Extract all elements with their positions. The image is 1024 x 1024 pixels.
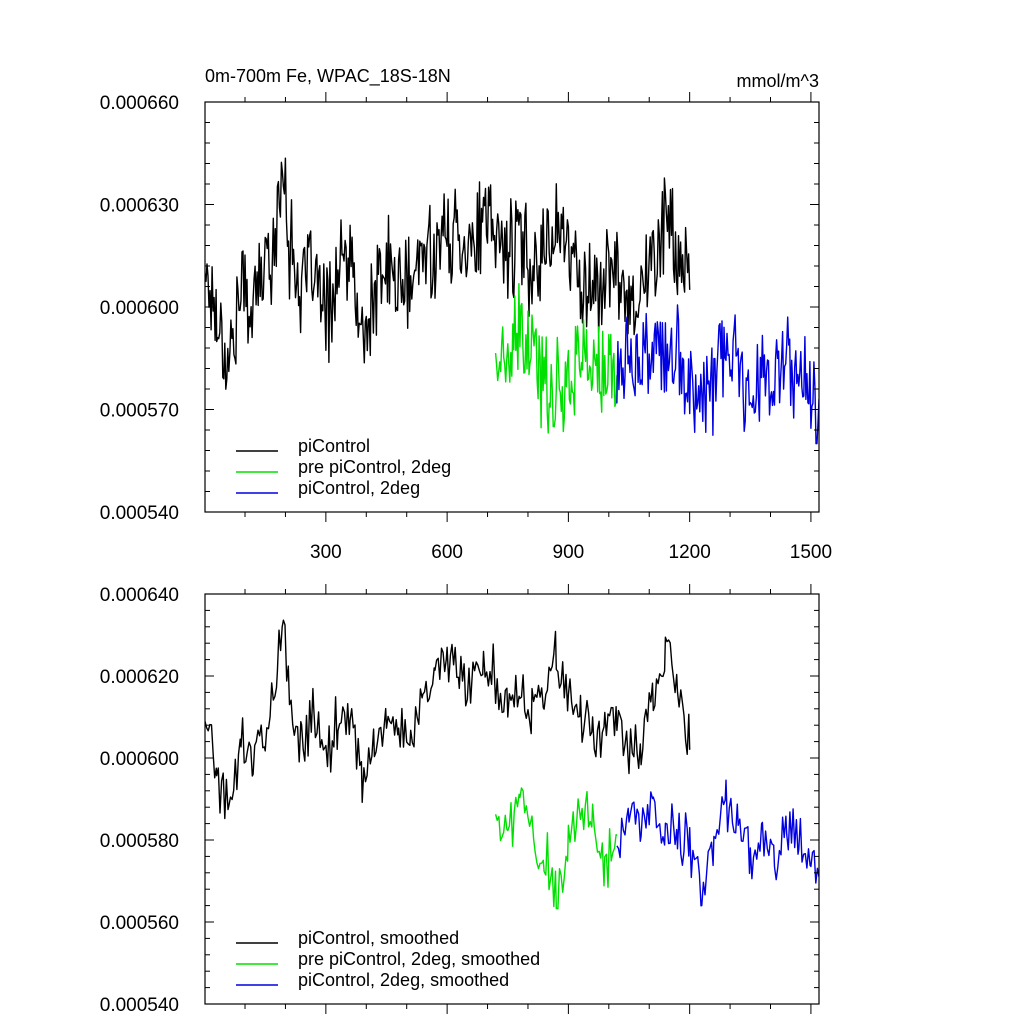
x-tick-label: 900 — [553, 542, 585, 563]
series-line-picontrol — [205, 157, 691, 390]
y-tick-label: 0.000630 — [100, 196, 179, 217]
x-tick-label: 600 — [431, 542, 463, 563]
y-tick-label: 0.000600 — [100, 749, 179, 770]
top-title-left: 0m-700m Fe, WPAC_18S-18N — [205, 66, 451, 87]
y-tick-label: 0.000560 — [100, 913, 179, 934]
x-tick-label: 1500 — [790, 542, 832, 563]
y-tick-label: 0.000600 — [100, 298, 179, 319]
top-title-right: mmol/m^3 — [737, 71, 819, 91]
y-tick-label: 0.000540 — [100, 503, 179, 524]
series-line-pre-picontrol-2deg — [494, 283, 618, 434]
legend-label: piControl, 2deg, smoothed — [298, 970, 509, 990]
y-tick-label: 0.000620 — [100, 667, 179, 688]
series-line-picontrol-2deg — [616, 304, 819, 445]
legend-label: pre piControl, 2deg, smoothed — [298, 949, 540, 969]
series-line-picontrol-smoothed — [205, 619, 691, 820]
series-line-picontrol-2deg-smoothed — [616, 779, 819, 907]
legend-label: piControl — [298, 436, 370, 456]
x-tick-label: 300 — [310, 542, 342, 563]
legend-label: piControl, smoothed — [298, 928, 459, 948]
y-tick-label: 0.000570 — [100, 401, 179, 422]
legend-label: pre piControl, 2deg — [298, 457, 451, 477]
x-tick-label: 1200 — [669, 542, 711, 563]
legend-label: piControl, 2deg — [298, 478, 420, 498]
y-tick-label: 0.000640 — [100, 585, 179, 606]
y-tick-label: 0.000540 — [100, 995, 179, 1016]
series-line-pre-picontrol-2deg-smoothed — [494, 787, 618, 910]
y-tick-label: 0.000660 — [100, 93, 179, 114]
y-tick-label: 0.000580 — [100, 831, 179, 852]
bottom-plot-frame — [204, 593, 820, 1005]
bottom-panel: 0.000540 0.000560 0.000580 0.000600 0.000620… — [100, 584, 820, 1016]
top-panel: 0.000540 0.000570 0.000600 0.000630 0.000660… — [100, 66, 832, 563]
